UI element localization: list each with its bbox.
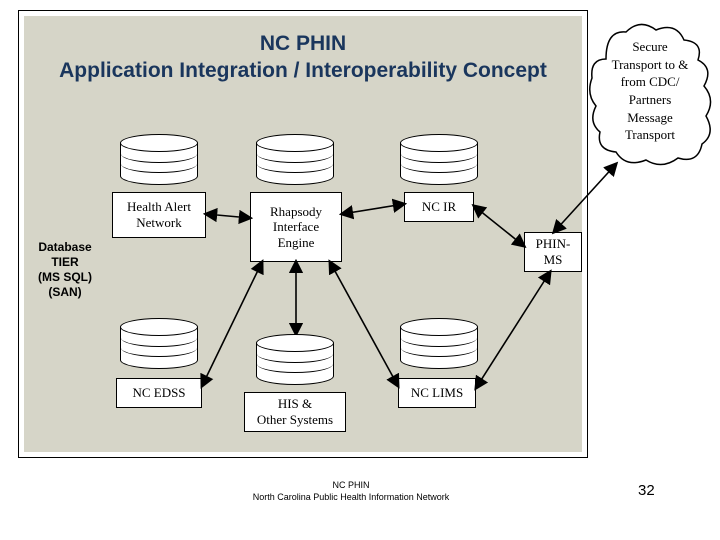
node-edss: NC EDSS: [116, 378, 202, 408]
node-his: HIS &Other Systems: [244, 392, 346, 432]
cyl-lims: [400, 318, 478, 369]
cyl-ncir: [400, 134, 478, 185]
node-edss-label: NC EDSS: [132, 385, 185, 401]
node-phinms: PHIN-MS: [524, 232, 582, 272]
node-lims: NC LIMS: [398, 378, 476, 408]
node-han-label: Health AlertNetwork: [127, 199, 191, 230]
cloud-label: SecureTransport to &from CDC/PartnersMes…: [612, 38, 689, 143]
node-rhap-label: RhapsodyInterfaceEngine: [270, 204, 322, 251]
title-line-2: Application Integration / Interoperabili…: [59, 59, 547, 82]
cloud-cdc: SecureTransport to &from CDC/PartnersMes…: [586, 14, 714, 168]
node-ncir: NC IR: [404, 192, 474, 222]
cyl-han: [120, 134, 198, 185]
title-line-1: NC PHIN: [260, 32, 346, 55]
cyl-his: [256, 334, 334, 385]
node-lims-label: NC LIMS: [411, 385, 463, 401]
diagram-title: NC PHIN Application Integration / Intero…: [24, 30, 582, 85]
footer-line-2: North Carolina Public Health Information…: [253, 492, 450, 502]
footer: NC PHIN North Carolina Public Health Inf…: [236, 480, 466, 503]
node-phinms-label: PHIN-MS: [536, 236, 571, 267]
page-number: 32: [638, 482, 655, 499]
cyl-edss: [120, 318, 198, 369]
database-tier-label: DatabaseTIER(MS SQL)(SAN): [30, 240, 100, 300]
cyl-rhap: [256, 134, 334, 185]
node-rhap: RhapsodyInterfaceEngine: [250, 192, 342, 262]
node-ncir-label: NC IR: [422, 199, 456, 215]
node-his-label: HIS &Other Systems: [257, 396, 333, 427]
footer-line-1: NC PHIN: [332, 480, 369, 490]
node-han: Health AlertNetwork: [112, 192, 206, 238]
